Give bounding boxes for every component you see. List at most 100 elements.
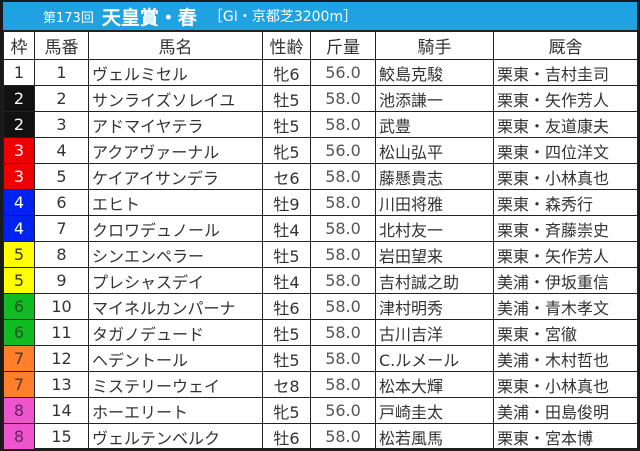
race-card: 第173回 天皇賞・春 ［GI・京都芝3200m］ 枠馬番 馬名 性齢 斤量 騎手 厩舎 …	[3, 2, 638, 450]
horse-name-cell: マイネルカンパーナ	[88, 293, 263, 320]
jockey-cell: 岩田望来	[375, 241, 494, 268]
header-number: 馬番	[34, 31, 89, 60]
table-row: 6 11 タガノデュード 牡5 58.0 古川吉洋 栗東・宮徹	[3, 319, 638, 346]
sex-age-cell: 牡4	[262, 215, 311, 242]
number-cell: 12	[34, 345, 89, 372]
weight-cell: 58.0	[310, 319, 376, 346]
waku-cell: 1	[3, 59, 35, 86]
jockey-cell: 川田将雅	[375, 189, 494, 216]
weight-cell: 58.0	[310, 293, 376, 320]
waku-cell: 3	[3, 163, 35, 190]
jockey-cell: C.ルメール	[375, 345, 494, 372]
horse-name-cell: エヒト	[88, 189, 263, 216]
table-row: 8 14 ホーエリート 牝5 56.0 戸崎圭太 美浦・田島俊明	[3, 397, 638, 424]
stable-cell: 栗東・宮本博	[493, 423, 638, 450]
waku-cell: 8	[3, 397, 35, 424]
number-cell: 2	[34, 85, 89, 112]
table-row: 4 6 エヒト 牡9 58.0 川田将雅 栗東・森秀行	[3, 189, 638, 216]
weight-cell: 56.0	[310, 137, 376, 164]
stable-cell: 美浦・伊坂重信	[493, 267, 638, 294]
stable-cell: 栗東・宮徹	[493, 319, 638, 346]
number-cell: 10	[34, 293, 89, 320]
header-jockey: 騎手	[375, 31, 494, 60]
stable-cell: 美浦・田島俊明	[493, 397, 638, 424]
table-row: 7 13 ミステリーウェイ セ8 58.0 松本大輝 栗東・小林真也	[3, 371, 638, 398]
weight-cell: 58.0	[310, 241, 376, 268]
stable-cell: 栗東・吉村圭司	[493, 59, 638, 86]
stable-cell: 栗東・四位洋文	[493, 137, 638, 164]
number-cell: 7	[34, 215, 89, 242]
waku-cell: 4	[3, 215, 35, 242]
header-row: 枠馬番 馬名 性齢 斤量 騎手 厩舎	[3, 31, 638, 60]
jockey-cell: 吉村誠之助	[375, 267, 494, 294]
header-weight: 斤量	[310, 31, 376, 60]
waku-cell: 2	[3, 85, 35, 112]
sex-age-cell: セ8	[262, 371, 311, 398]
number-cell: 5	[34, 163, 89, 190]
stable-cell: 栗東・森秀行	[493, 189, 638, 216]
horse-name-cell: プレシャスデイ	[88, 267, 263, 294]
waku-cell: 5	[3, 267, 35, 294]
waku-cell: 7	[3, 371, 35, 398]
table-row: 3 5 ケイアイサンデラ セ6 58.0 藤懸貴志 栗東・小林真也	[3, 163, 638, 190]
horse-name-cell: シンエンペラー	[88, 241, 263, 268]
horse-name-cell: ヴェルミセル	[88, 59, 263, 86]
horse-name-cell: クロワデュノール	[88, 215, 263, 242]
weight-cell: 58.0	[310, 85, 376, 112]
table-row: 5 8 シンエンペラー 牡5 58.0 岩田望来 栗東・矢作芳人	[3, 241, 638, 268]
waku-cell: 3	[3, 137, 35, 164]
jockey-cell: 武豊	[375, 111, 494, 138]
jockey-cell: 池添謙一	[375, 85, 494, 112]
header-sex-age: 性齢	[262, 31, 311, 60]
entries-table: 枠馬番 馬名 性齢 斤量 騎手 厩舎 1 1 ヴェルミセル 牝6 56.0 鮫島克駿 栗東・吉村圭司 2…	[3, 31, 638, 450]
weight-cell: 58.0	[310, 371, 376, 398]
number-cell: 9	[34, 267, 89, 294]
stable-cell: 栗東・矢作芳人	[493, 85, 638, 112]
waku-cell: 4	[3, 189, 35, 216]
number-cell: 1	[34, 59, 89, 86]
jockey-cell: 北村友一	[375, 215, 494, 242]
sex-age-cell: 牡6	[262, 293, 311, 320]
table-row: 2 2 サンライズソレイユ 牡5 58.0 池添謙一 栗東・矢作芳人	[3, 85, 638, 112]
number-cell: 15	[34, 423, 89, 450]
waku-cell: 6	[3, 319, 35, 346]
stable-cell: 栗東・小林真也	[493, 163, 638, 190]
number-cell: 11	[34, 319, 89, 346]
weight-cell: 58.0	[310, 267, 376, 294]
horse-name-cell: サンライズソレイユ	[88, 85, 263, 112]
waku-cell: 6	[3, 293, 35, 320]
waku-cell: 5	[3, 241, 35, 268]
jockey-cell: 津村明秀	[375, 293, 494, 320]
horse-name-cell: タガノデュード	[88, 319, 263, 346]
horse-name-cell: アドマイヤテラ	[88, 111, 263, 138]
header-name: 馬名	[88, 31, 263, 60]
number-cell: 8	[34, 241, 89, 268]
table-row: 2 3 アドマイヤテラ 牡5 58.0 武豊 栗東・友道康夫	[3, 111, 638, 138]
stable-cell: 美浦・青木孝文	[493, 293, 638, 320]
number-cell: 13	[34, 371, 89, 398]
jockey-cell: 藤懸貴志	[375, 163, 494, 190]
race-info: ［GI・京都芝3200m］	[208, 9, 358, 25]
header-stable: 厩舎	[493, 31, 638, 60]
weight-cell: 58.0	[310, 189, 376, 216]
stable-cell: 栗東・友道康夫	[493, 111, 638, 138]
stable-cell: 栗東・矢作芳人	[493, 241, 638, 268]
weight-cell: 56.0	[310, 397, 376, 424]
number-cell: 6	[34, 189, 89, 216]
table-row: 3 4 アクアヴァーナル 牝5 56.0 松山弘平 栗東・四位洋文	[3, 137, 638, 164]
jockey-cell: 松若風馬	[375, 423, 494, 450]
number-cell: 14	[34, 397, 89, 424]
waku-cell: 7	[3, 345, 35, 372]
horse-name-cell: ミステリーウェイ	[88, 371, 263, 398]
horse-name-cell: アクアヴァーナル	[88, 137, 263, 164]
horse-name-cell: ヴェルテンベルク	[88, 423, 263, 450]
stable-cell: 栗東・小林真也	[493, 371, 638, 398]
table-row: 7 12 ヘデントール 牡5 58.0 C.ルメール 美浦・木村哲也	[3, 345, 638, 372]
sex-age-cell: 牡5	[262, 319, 311, 346]
sex-age-cell: セ6	[262, 163, 311, 190]
table-row: 4 7 クロワデュノール 牡4 58.0 北村友一 栗東・斉藤崇史	[3, 215, 638, 242]
weight-cell: 58.0	[310, 345, 376, 372]
weight-cell: 58.0	[310, 423, 376, 450]
jockey-cell: 鮫島克駿	[375, 59, 494, 86]
title-bar: 第173回 天皇賞・春 ［GI・京都芝3200m］	[3, 2, 637, 31]
